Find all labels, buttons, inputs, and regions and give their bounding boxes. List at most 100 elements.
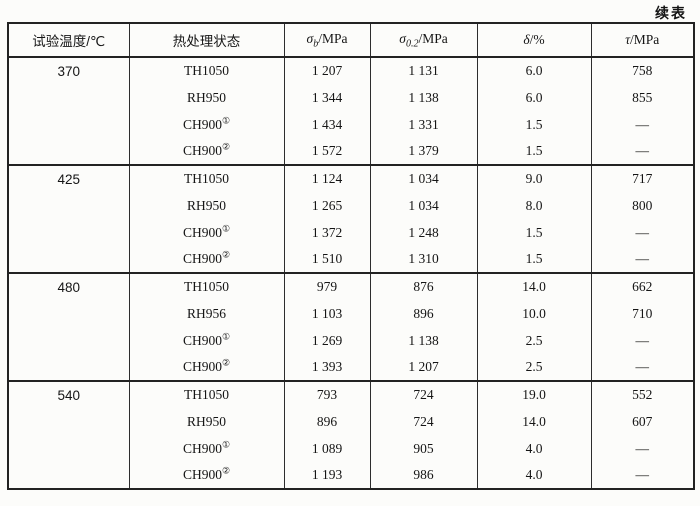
sigma-b-value: 1 207: [283, 57, 370, 84]
sigma-0-2-value: 724: [369, 408, 477, 435]
sigma-b-value: 1 103: [283, 300, 370, 327]
temperature-group-480: 480 TH1050 979 876 14.0 662 RH956 1 103 …: [8, 273, 694, 381]
delta-value: 14.0: [476, 408, 591, 435]
table-row: CH900② 1 572 1 379 1.5 —: [8, 138, 694, 165]
sigma-b-value: 1 269: [283, 327, 370, 354]
delta-value: 1.5: [476, 111, 591, 138]
table-row: CH900② 1 193 986 4.0 —: [8, 462, 694, 489]
sigma-0-2-value: 1 248: [369, 219, 477, 246]
heat-treatment-cell: CH900②: [128, 246, 284, 273]
footnote-marker: ①: [221, 439, 231, 449]
sigma-b-value: 1 124: [283, 165, 370, 192]
temperature-cell: 540: [57, 388, 81, 403]
tau-value: —: [590, 327, 694, 354]
tau-value: —: [590, 111, 694, 138]
temperature-cell: 370: [57, 64, 81, 79]
sigma-0-2-value: 724: [369, 381, 477, 408]
delta-value: 4.0: [476, 462, 591, 489]
temperature-group-425: 425 TH1050 1 124 1 034 9.0 717 RH950 1 2…: [8, 165, 694, 273]
table-row: 480 TH1050 979 876 14.0 662: [8, 273, 694, 300]
mechanical-properties-table: 试验温度/℃ 热处理状态 σb/MPa σ0.2/MPa δ/% τ/MPa 3…: [7, 22, 695, 490]
sigma-b-value: 1 393: [283, 354, 370, 381]
delta-value: 19.0: [476, 381, 591, 408]
tau-value: 758: [590, 57, 694, 84]
sigma-0-2-value: 1 138: [369, 84, 477, 111]
tau-value: 662: [590, 273, 694, 300]
heat-treatment-cell: CH900②: [128, 462, 284, 489]
tau-value: 855: [590, 84, 694, 111]
tau-value: —: [590, 354, 694, 381]
heat-treatment-cell: RH950: [128, 192, 284, 219]
table-row: CH900② 1 393 1 207 2.5 —: [8, 354, 694, 381]
sigma-b-value: 979: [283, 273, 370, 300]
temperature-cell: 425: [57, 172, 81, 187]
footnote-marker: ②: [221, 249, 231, 260]
heat-treatment-cell: TH1050: [128, 57, 284, 84]
sigma-b-value: 1 265: [283, 192, 370, 219]
table-row: 370 TH1050 1 207 1 131 6.0 758: [8, 57, 694, 84]
heat-treatment-cell: TH1050: [128, 381, 284, 408]
footnote-marker: ②: [221, 141, 231, 152]
heat-treatment-cell: RH950: [128, 84, 284, 111]
table-row: RH950 1 344 1 138 6.0 855: [8, 84, 694, 111]
table-row: RH950 896 724 14.0 607: [8, 408, 694, 435]
delta-value: 2.5: [476, 354, 591, 381]
sigma-b-value: 1 510: [283, 246, 370, 273]
tau-value: —: [590, 138, 694, 165]
delta-value: 10.0: [476, 300, 591, 327]
heat-treatment-cell: CH900②: [128, 138, 284, 165]
table-row: 425 TH1050 1 124 1 034 9.0 717: [8, 165, 694, 192]
delta-value: 2.5: [476, 327, 591, 354]
delta-value: 14.0: [476, 273, 591, 300]
heat-treatment-cell: CH900②: [128, 354, 284, 381]
sigma-0-2-value: 1 131: [369, 57, 477, 84]
delta-value: 1.5: [476, 219, 591, 246]
sigma-0-2-value: 986: [369, 462, 477, 489]
sigma-0-2-value: 1 034: [369, 192, 477, 219]
delta-value: 9.0: [476, 165, 591, 192]
tau-value: 607: [590, 408, 694, 435]
sigma-b-value: 1 344: [283, 84, 370, 111]
heat-treatment-cell: CH900①: [128, 435, 284, 462]
tau-value: —: [590, 435, 694, 462]
temperature-group-540: 540 TH1050 793 724 19.0 552 RH950 896 72…: [8, 381, 694, 489]
tau-value: —: [590, 219, 694, 246]
tau-value: 800: [590, 192, 694, 219]
delta-value: 8.0: [476, 192, 591, 219]
sigma-0-2-value: 1 034: [369, 165, 477, 192]
sigma-b-value: 896: [283, 408, 370, 435]
footnote-marker: ①: [221, 115, 231, 125]
sigma-b-value: 1 089: [283, 435, 370, 462]
header-sigma-0-2: σ0.2/MPa: [369, 23, 477, 58]
sigma-0-2-value: 1 331: [369, 111, 477, 138]
header-tau: τ/MPa: [590, 23, 694, 58]
tau-value: —: [590, 462, 694, 489]
heat-treatment-cell: CH900①: [128, 219, 284, 246]
sigma-b-value: 1 372: [283, 219, 370, 246]
sigma-0-2-value: 896: [369, 300, 477, 327]
table-row: CH900② 1 510 1 310 1.5 —: [8, 246, 694, 273]
tau-value: 552: [590, 381, 694, 408]
tau-value: —: [590, 246, 694, 273]
table-row: CH900① 1 434 1 331 1.5 —: [8, 111, 694, 138]
footnote-marker: ②: [221, 465, 231, 476]
header-test-temperature: 试验温度/℃: [8, 23, 129, 58]
sigma-0-2-value: 1 379: [369, 138, 477, 165]
delta-value: 6.0: [476, 57, 591, 84]
table-row: 540 TH1050 793 724 19.0 552: [8, 381, 694, 408]
delta-value: 6.0: [476, 84, 591, 111]
table-row: RH956 1 103 896 10.0 710: [8, 300, 694, 327]
temperature-cell: 480: [57, 280, 81, 295]
table-row: CH900① 1 269 1 138 2.5 —: [8, 327, 694, 354]
heat-treatment-cell: RH950: [128, 408, 284, 435]
header-heat-treatment: 热处理状态: [128, 23, 284, 58]
delta-value: 1.5: [476, 138, 591, 165]
footnote-marker: ①: [221, 331, 231, 341]
sigma-0-2-value: 1 207: [369, 354, 477, 381]
temperature-group-370: 370 TH1050 1 207 1 131 6.0 758 RH950 1 3…: [8, 57, 694, 165]
tau-value: 717: [590, 165, 694, 192]
table-row: CH900① 1 089 905 4.0 —: [8, 435, 694, 462]
table-row: RH950 1 265 1 034 8.0 800: [8, 192, 694, 219]
delta-value: 1.5: [476, 246, 591, 273]
